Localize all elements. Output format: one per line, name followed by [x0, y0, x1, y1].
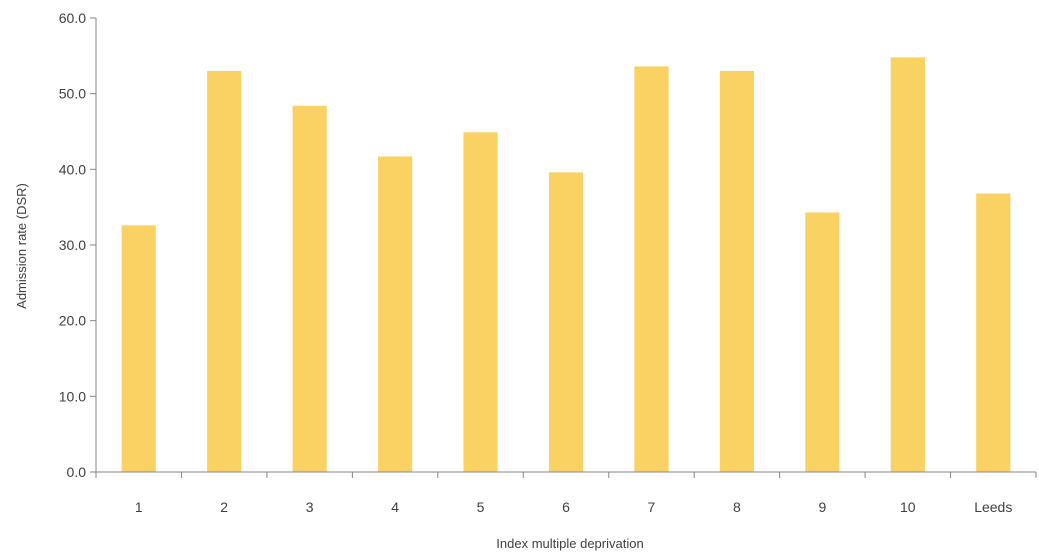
bar-9: [805, 212, 840, 473]
x-axis-title: Index multiple deprivation: [496, 536, 643, 551]
x-tick-label: 9: [818, 499, 826, 515]
x-tick-label: 2: [220, 499, 228, 515]
x-tick-label: Leeds: [974, 499, 1012, 515]
bars-layer: [121, 57, 1011, 473]
bar-8: [719, 70, 754, 472]
y-tick-label: 30.0: [59, 237, 86, 253]
y-tick-label: 10.0: [59, 388, 86, 404]
y-axis-title: Admission rate (DSR): [14, 183, 29, 309]
y-tick-label: 40.0: [59, 161, 86, 177]
bar-4: [378, 156, 413, 472]
bar-2: [207, 70, 242, 472]
axes-layer: [90, 17, 1037, 478]
x-tick-label: 8: [733, 499, 741, 515]
x-tick-label: 10: [900, 499, 916, 515]
x-tick-label: 6: [562, 499, 570, 515]
bar-10: [890, 57, 925, 472]
x-tick-label: 4: [391, 499, 399, 515]
bar-5: [463, 132, 498, 473]
bar-1: [121, 225, 156, 472]
bar-6: [548, 172, 584, 473]
labels-layer: 0.0 10.0 20.0 30.0 40.0 50.0 60.0 1 2 3 4 5 6 7 8 9 10 Le…: [59, 10, 1013, 515]
x-tick-label: 3: [306, 499, 314, 515]
x-tick-label: 7: [648, 499, 656, 515]
y-tick-label: 60.0: [59, 10, 86, 26]
bar-3: [292, 105, 327, 473]
bar-7: [634, 66, 669, 472]
y-tick-label: 50.0: [59, 86, 86, 102]
x-tick-label: 5: [477, 499, 485, 515]
x-tick-label: 1: [135, 499, 143, 515]
y-tick-label: 0.0: [67, 464, 87, 480]
y-tick-label: 20.0: [59, 313, 86, 329]
bar-leeds: [976, 193, 1011, 472]
